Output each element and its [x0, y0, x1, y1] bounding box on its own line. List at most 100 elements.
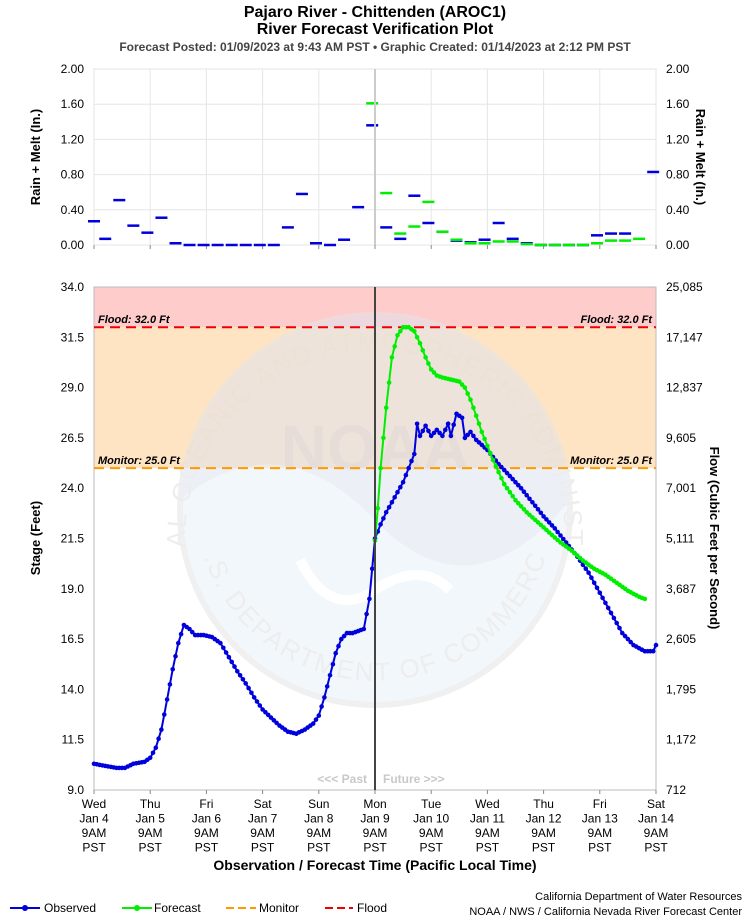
rain-y2-tick-label: 0.00 [666, 238, 690, 252]
x-tick-label: Fri [199, 797, 213, 811]
stage-observed-point [370, 566, 375, 571]
stage-ylabel: Stage (Feet) [28, 501, 43, 575]
stage-forecast-point [508, 490, 513, 495]
x-tick-label: Jan 9 [360, 812, 390, 826]
stage-forecast-point [643, 597, 648, 602]
stage-observed-point [162, 712, 167, 717]
stage-forecast-point [392, 344, 397, 349]
stage-forecast-point [485, 444, 490, 449]
flow-y-tick-label: 5,111 [666, 532, 695, 546]
stage-observed-point [154, 745, 159, 750]
x-tick-label: 9AM [475, 826, 500, 840]
stage-observed-point [395, 490, 400, 495]
stage-observed-point [322, 695, 327, 700]
legend-flood-label: Flood [357, 901, 387, 915]
flow-y-tick-label: 7,001 [666, 481, 696, 495]
stage-observed-point [524, 493, 529, 498]
stage-observed-point [592, 581, 597, 586]
rain-y2-tick-label: 0.40 [666, 203, 690, 217]
x-tick-label: Jan 6 [192, 812, 222, 826]
stage-observed-point [451, 423, 456, 428]
stage-y-tick-label: 11.5 [62, 733, 85, 747]
future-label: Future >>> [383, 772, 445, 786]
stage-forecast-point [426, 361, 431, 366]
x-tick-label: PST [420, 841, 444, 855]
stage-forecast-point [496, 470, 501, 475]
stage-forecast-point [482, 437, 487, 442]
stage-forecast-point [499, 476, 504, 481]
stage-forecast-point [387, 380, 392, 385]
stage-forecast-point [398, 329, 403, 334]
monitor-label-left: Monitor: 25.0 Ft [98, 455, 181, 467]
x-tick-label: Thu [140, 797, 161, 811]
stage-forecast-point [421, 348, 426, 353]
stage-forecast-point [474, 414, 479, 419]
stage-observed-point [148, 756, 153, 761]
stage-observed-point [255, 699, 260, 704]
legend-forecast-label: Forecast [154, 901, 201, 915]
stage-y-tick-label: 29.0 [61, 381, 85, 395]
rain-y-tick-label: 1.20 [61, 132, 85, 146]
flow-y-tick-label: 3,687 [666, 582, 696, 596]
stage-observed-point [232, 664, 237, 669]
x-tick-label: 9AM [587, 826, 612, 840]
rain-y-tick-label: 0.80 [61, 168, 85, 182]
stage-observed-point [378, 522, 383, 527]
stage-observed-point [367, 597, 372, 602]
legend-observed-label: Observed [44, 901, 96, 915]
flow-y-tick-label: 25,085 [666, 280, 703, 294]
stage-observed-point [224, 650, 229, 655]
x-tick-label: Jan 4 [79, 812, 109, 826]
stage-observed-point [317, 713, 322, 718]
credits-line1: California Department of Water Resources [469, 890, 742, 905]
x-tick-label: Jan 14 [638, 812, 674, 826]
x-tick-label: Jan 10 [413, 812, 449, 826]
stage-observed-point [325, 684, 330, 689]
stage-forecast-point [415, 335, 420, 340]
credits-line2: NOAA / NWS / California Nevada River For… [469, 905, 742, 920]
flow-y-tick-label: 1,795 [666, 682, 696, 696]
stage-y-tick-label: 24.0 [61, 481, 85, 495]
stage-observed-point [331, 662, 336, 667]
stage-forecast-point [488, 451, 493, 456]
stage-observed-point [426, 429, 431, 434]
stage-observed-point [336, 644, 341, 649]
x-tick-label: Jan 11 [470, 812, 505, 826]
x-tick-label: PST [476, 841, 500, 855]
stage-observed-point [589, 575, 594, 580]
x-tick-label: Jan 5 [136, 812, 166, 826]
stage-observed-point [539, 511, 544, 516]
x-tick-label: PST [363, 841, 387, 855]
x-tick-label: 9AM [363, 826, 388, 840]
x-tick-label: 9AM [194, 826, 219, 840]
stage-observed-point [598, 591, 603, 596]
stage-observed-point [609, 611, 614, 616]
credits: California Department of Water Resources… [469, 890, 742, 920]
stage-observed-point [390, 500, 395, 505]
stage-observed-point [423, 424, 428, 429]
stage-forecast-point [468, 397, 473, 402]
flood-label-left: Flood: 32.0 Ft [98, 314, 171, 326]
x-tick-label: Wed [82, 797, 106, 811]
stage-observed-point [584, 566, 589, 571]
stage-forecast-point [477, 422, 482, 427]
stage-observed-point [333, 651, 338, 656]
stage-y-tick-label: 31.5 [61, 330, 85, 344]
flow-y-tick-label: 1,172 [666, 733, 696, 747]
stage-observed-point [156, 736, 161, 741]
stage-observed-point [364, 612, 369, 617]
rain-y-tick-label: 1.60 [61, 97, 85, 111]
stage-forecast-point [381, 436, 386, 441]
stage-observed-point [586, 570, 591, 575]
stage-observed-point [258, 703, 263, 708]
stage-forecast-point [378, 466, 383, 471]
stage-forecast-point [384, 405, 389, 410]
stage-observed-point [168, 682, 173, 687]
stage-observed-point [179, 632, 184, 637]
stage-observed-point [553, 526, 558, 531]
stage-observed-point [595, 586, 600, 591]
x-tick-label: Sat [254, 797, 273, 811]
stage-observed-point [159, 727, 164, 732]
stage-observed-point [229, 660, 234, 665]
stage-forecast-point [423, 355, 428, 360]
